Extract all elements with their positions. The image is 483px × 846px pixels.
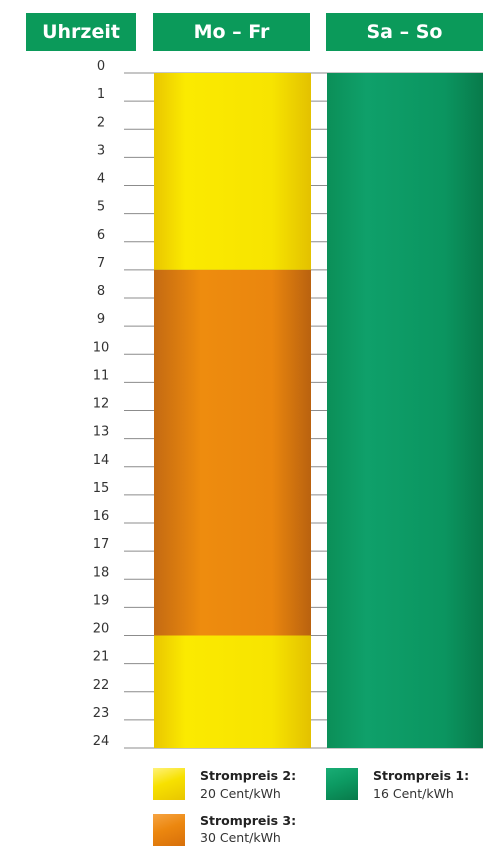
y-tick-label: 8 <box>97 284 105 299</box>
y-tick-label: 23 <box>93 706 110 721</box>
y-tick-label: 9 <box>97 312 105 327</box>
legend-title-3: Strompreis 3: <box>200 813 297 828</box>
header-weekday: Mo – Fr <box>153 13 310 51</box>
bar-segment <box>154 73 311 270</box>
y-tick-label: 19 <box>93 593 110 608</box>
y-tick-label: 2 <box>97 115 105 130</box>
y-tick-label: 6 <box>97 228 105 243</box>
y-tick-label: 1 <box>97 87 105 102</box>
bar-segment <box>154 269 311 636</box>
y-tick-label: 24 <box>93 734 110 749</box>
y-tick-label: 14 <box>93 453 110 468</box>
legend-title-1: Strompreis 1: <box>373 768 470 783</box>
y-tick-label: 10 <box>93 340 110 355</box>
legend-swatch-green <box>326 768 358 800</box>
y-tick-label: 21 <box>93 650 110 665</box>
header-time: Uhrzeit <box>26 13 136 51</box>
y-tick-label: 0 <box>97 59 105 74</box>
y-tick-label: 17 <box>93 537 110 552</box>
y-tick-label: 15 <box>93 481 110 496</box>
y-tick-label: 22 <box>93 678 110 693</box>
legend-swatch-yellow <box>153 768 185 800</box>
y-tick-label: 20 <box>93 622 110 637</box>
y-tick-label: 18 <box>93 565 110 580</box>
y-tick-label: 11 <box>93 368 110 383</box>
legend-value-3: 30 Cent/kWh <box>200 830 281 845</box>
bar-segment <box>327 73 483 748</box>
legend-title-2: Strompreis 2: <box>200 768 297 783</box>
bars <box>154 73 483 748</box>
legend-value-2: 20 Cent/kWh <box>200 786 281 801</box>
y-tick-label: 7 <box>97 256 105 271</box>
y-tick-label: 13 <box>93 425 110 440</box>
y-tick-label: 5 <box>97 200 105 215</box>
y-tick-label: 16 <box>93 509 110 524</box>
y-tick-label: 4 <box>97 172 105 187</box>
bar-segment <box>154 635 311 748</box>
legend-swatch-orange <box>153 814 185 846</box>
y-tick-label: 3 <box>97 143 105 158</box>
legend-value-1: 16 Cent/kWh <box>373 786 454 801</box>
y-tick-label: 12 <box>93 397 110 412</box>
header-weekend: Sa – So <box>326 13 483 51</box>
